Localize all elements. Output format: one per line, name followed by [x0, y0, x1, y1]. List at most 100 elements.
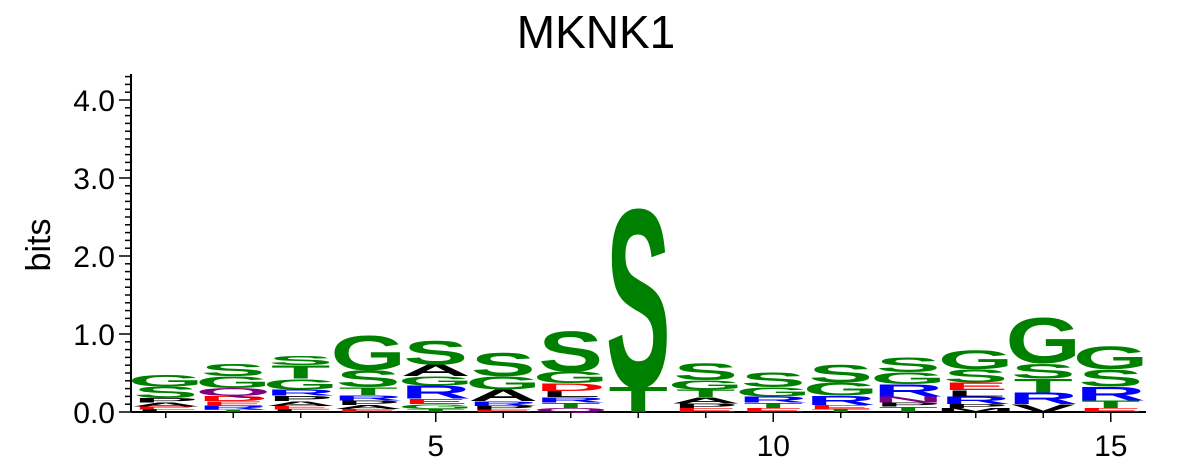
logo-letter: P — [943, 403, 1008, 409]
logo-letter: S — [336, 365, 401, 392]
logo-letter: A — [468, 386, 538, 404]
letter-stacks: LEAPSGTREDQGSLEAPRGTSEAPRTSGTGERGASEPRAG… — [128, 156, 1148, 440]
logo-letter: R — [806, 393, 876, 408]
logo-letter: T — [1081, 398, 1140, 410]
logo-letter: G — [1073, 340, 1148, 376]
logo-letter: S — [1078, 365, 1143, 392]
logo-letter: Q — [196, 386, 271, 398]
logo-letter: E — [673, 407, 738, 413]
logo-letter: A — [401, 361, 471, 379]
logo-letter: G — [331, 327, 406, 381]
logo-letter: T — [744, 401, 803, 409]
logo-letter: D — [198, 394, 268, 402]
y-tick-label: 2.0 — [73, 241, 115, 274]
chart-title: MKNK1 — [517, 6, 675, 58]
logo-letter: G — [938, 345, 1013, 375]
logo-letter: S — [538, 320, 603, 384]
logo-letter: P — [336, 399, 401, 406]
logo-letter: R — [1076, 383, 1146, 405]
x-tick-label: 5 — [427, 430, 444, 463]
logo-letter: A — [131, 402, 201, 408]
logo-letter: R — [198, 405, 268, 411]
y-axis-label: bits — [20, 219, 58, 272]
logo-letter: G — [196, 373, 271, 391]
logo-letter: T — [1014, 375, 1073, 397]
logo-letter: D — [536, 381, 606, 393]
logo-letter: E — [1078, 407, 1143, 413]
axes: 0.0 1.0 2.0 3.0 4.0 5 10 15 — [73, 74, 1146, 463]
logo-letter: E — [741, 407, 806, 413]
logo-letter: T — [609, 380, 668, 420]
logo-letter: R — [873, 381, 943, 400]
x-tick-label: 15 — [1094, 430, 1127, 463]
logo-letter: E — [336, 408, 401, 413]
logo-letter: S — [606, 156, 671, 440]
logo-letter: G — [871, 369, 946, 387]
logo-letter: T — [541, 401, 600, 409]
logo-letter: P — [876, 402, 941, 408]
y-tick-label: 0.0 — [73, 397, 115, 430]
logo-letter: S — [201, 360, 266, 379]
logo-letter: P — [133, 397, 198, 404]
logo-letter: G — [1006, 305, 1081, 377]
logo-letter: G — [263, 376, 338, 393]
logo-column: TS — [606, 156, 671, 440]
logo-letter: G — [398, 374, 473, 389]
logo-letter: G — [668, 378, 743, 393]
logo-letter: E — [808, 404, 873, 410]
logo-letter: T — [339, 385, 398, 397]
logo-letter: L — [541, 389, 600, 399]
logo-letter: S — [741, 367, 806, 391]
logo-letter: M — [935, 407, 1016, 413]
logo-letter: Q — [533, 407, 608, 413]
logo-letter: T — [204, 409, 263, 413]
logo-letter: L — [136, 409, 195, 413]
logo-letter: R — [266, 388, 336, 398]
logo-letter: S — [471, 346, 536, 383]
logo-letter: P — [471, 405, 536, 411]
logo-letter: G — [736, 385, 811, 400]
logo-letter: G — [128, 372, 203, 390]
logo-letter: S — [808, 360, 873, 388]
logo-letter: A — [671, 396, 741, 406]
logo-letter: S — [673, 358, 738, 385]
logo-letter: T — [811, 408, 870, 413]
logo-letter: S — [268, 353, 333, 368]
logo-letter: R — [536, 396, 606, 404]
logo-letter: A — [333, 404, 403, 410]
logo-letter: R — [333, 393, 403, 401]
logo-letter: E — [268, 405, 333, 411]
logo-letter: E — [133, 406, 198, 411]
y-tick-label: 4.0 — [73, 85, 115, 118]
logo-letter: T — [406, 408, 465, 413]
logo-letter: L — [271, 409, 330, 413]
logo-letter: G — [803, 379, 878, 400]
logo-letter: G — [466, 373, 541, 394]
logo-letter: R — [1008, 389, 1078, 407]
y-tick-label: 3.0 — [73, 163, 115, 196]
logo-letter: G — [533, 368, 608, 386]
logo-letter: P — [673, 402, 738, 409]
logo-letter: P — [268, 394, 333, 402]
logo-letter: E — [943, 380, 1008, 392]
logo-letter: N — [873, 395, 943, 405]
logo-letter: A — [266, 400, 336, 407]
logo-letter: S — [1011, 359, 1076, 383]
logo-letter: S — [943, 366, 1008, 387]
logo-letter: L — [946, 389, 1005, 399]
logo-letter: R — [941, 394, 1011, 406]
logo-letter: R — [468, 400, 538, 407]
logo-letter: E — [403, 397, 468, 405]
logo-letter: S — [403, 333, 468, 372]
